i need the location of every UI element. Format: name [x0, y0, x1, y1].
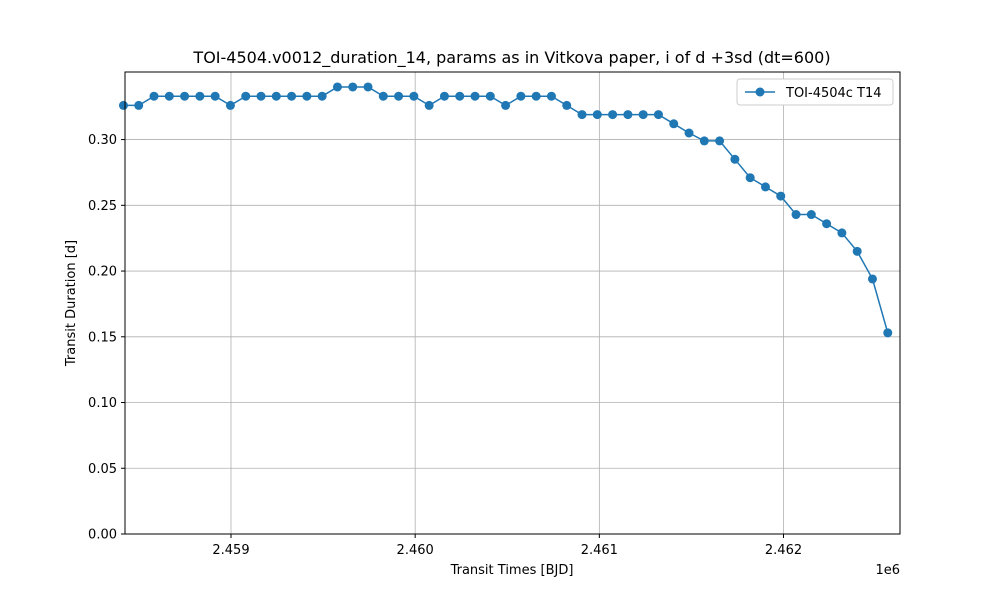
y-tick-label: 0.20: [88, 265, 117, 280]
data-point: [715, 136, 725, 146]
y-tick-label: 0.10: [88, 396, 117, 411]
data-point: [531, 91, 541, 101]
data-point: [577, 110, 587, 120]
y-axis-ticks: 0.00 0.05 0.10 0.15 0.20 0.25 0.30: [88, 133, 125, 543]
data-point: [241, 91, 251, 101]
data-point: [562, 100, 572, 110]
data-point: [439, 91, 449, 101]
data-point: [638, 110, 648, 120]
chart-title: TOI-4504.v0012_duration_14, params as in…: [192, 48, 830, 68]
data-point: [730, 154, 740, 164]
data-point: [546, 91, 556, 101]
data-point: [883, 328, 893, 338]
data-point: [134, 100, 144, 110]
plot-area-frame: [124, 71, 901, 535]
data-point: [684, 128, 694, 138]
y-tick-label: 0.00: [88, 528, 117, 543]
data-point: [623, 110, 633, 120]
data-point: [776, 191, 786, 201]
data-point: [806, 210, 816, 220]
y-tick-label: 0.15: [88, 330, 117, 345]
data-point: [608, 110, 618, 120]
y-tick-label: 0.25: [88, 199, 117, 214]
y-tick-label: 0.05: [88, 462, 117, 477]
data-point: [470, 91, 480, 101]
data-point: [287, 91, 297, 101]
data-point: [180, 91, 190, 101]
data-point: [669, 119, 679, 129]
data-point: [302, 91, 312, 101]
data-point: [485, 91, 495, 101]
data-point: [852, 246, 862, 256]
data-point: [394, 91, 404, 101]
data-point: [271, 91, 281, 101]
data-point: [210, 91, 220, 101]
data-point: [164, 91, 174, 101]
x-tick-label: 2.462: [765, 543, 802, 558]
data-point: [256, 91, 266, 101]
data-point: [867, 274, 877, 284]
data-point: [118, 100, 128, 110]
grid-lines: [125, 72, 900, 535]
legend-marker-swatch: [755, 87, 765, 97]
y-axis-label: Transit Duration [d]: [64, 240, 79, 367]
data-point: [363, 82, 373, 92]
x-tick-label: 2.459: [212, 543, 249, 558]
x-axis-label: Transit Times [BJD]: [450, 563, 574, 578]
data-point: [837, 228, 847, 238]
data-point: [149, 91, 159, 101]
x-tick-label: 2.460: [397, 543, 434, 558]
data-point: [424, 100, 434, 110]
data-point: [745, 173, 755, 183]
data-point: [195, 91, 205, 101]
legend-box: [736, 78, 894, 106]
data-point: [409, 91, 419, 101]
x-axis-ticks: 2.459 2.460 2.461 2.462: [212, 534, 802, 558]
data-point: [332, 82, 342, 92]
data-point: [760, 182, 770, 192]
x-tick-label: 2.461: [581, 543, 618, 558]
data-point: [699, 136, 709, 146]
legend-label: TOI-4504c T14: [785, 86, 882, 101]
series-layer: [118, 82, 893, 338]
y-tick-label: 0.30: [88, 133, 117, 148]
data-point: [822, 219, 832, 229]
data-point: [592, 110, 602, 120]
x-axis-offset-label: 1e6: [875, 563, 900, 578]
legend: TOI-4504c T14: [736, 78, 894, 106]
data-point: [317, 91, 327, 101]
data-point: [791, 210, 801, 220]
data-point: [225, 100, 235, 110]
data-point: [455, 91, 465, 101]
data-point: [501, 100, 511, 110]
data-point: [516, 91, 526, 101]
data-point: [348, 82, 358, 92]
data-point: [653, 110, 663, 120]
data-point: [378, 91, 388, 101]
